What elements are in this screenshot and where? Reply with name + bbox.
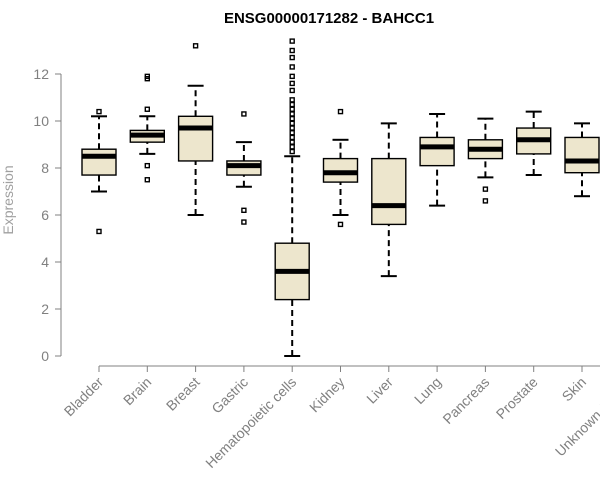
x-tick-label: Hematopoietic cells [202, 374, 299, 471]
iqr-box [371, 157, 407, 226]
outlier-point [289, 64, 295, 70]
x-tick-label: Brain [120, 374, 154, 408]
box-group [564, 122, 600, 198]
outlier-point [289, 80, 295, 87]
outlier-point [289, 87, 295, 94]
y-tick-label: 12 [33, 66, 49, 82]
outlier-point [144, 177, 151, 183]
x-tick-label: Prostate [493, 374, 541, 422]
box-group [322, 108, 359, 228]
x-tick-label: Breast [163, 374, 203, 414]
y-axis-label: Expression [0, 165, 16, 234]
outlier-point [289, 130, 295, 136]
outlier-point [289, 125, 295, 131]
outlier-point [289, 111, 295, 117]
y-tick-label: 0 [41, 348, 49, 364]
x-tick-label: Bladder [61, 374, 107, 420]
outlier-point [144, 162, 151, 169]
outlier-point [337, 221, 344, 228]
outlier-point [289, 38, 295, 44]
box-group [274, 38, 310, 357]
y-tick-label: 4 [41, 254, 49, 270]
outlier-point [289, 54, 295, 61]
x-tick-label: Lung [411, 374, 444, 407]
box-group [81, 108, 117, 235]
x-tick-label: Pancreas [439, 374, 492, 427]
y-tick-label: 10 [33, 113, 49, 129]
outlier-point [482, 186, 489, 192]
outlier-point [289, 106, 295, 112]
outlier-point [289, 148, 295, 155]
outlier-point [192, 43, 199, 49]
outlier-point [289, 47, 295, 54]
y-tick-label: 2 [41, 301, 49, 317]
iqr-box [564, 136, 600, 174]
iqr-box [419, 136, 455, 167]
x-tick-label: Liver [363, 374, 396, 407]
outlier-point [96, 228, 102, 235]
box-group [226, 111, 262, 225]
outlier-point [482, 198, 489, 204]
outlier-point [241, 207, 247, 214]
box-group [516, 110, 552, 177]
box-group [177, 43, 214, 216]
outlier-point [289, 120, 295, 127]
chart-title: ENSG00000171282 - BAHCC1 [224, 10, 434, 27]
box-group [419, 112, 455, 207]
outlier-point [241, 111, 247, 117]
iqr-box [177, 115, 214, 162]
outlier-point [241, 219, 247, 225]
box-group [467, 117, 504, 204]
outlier-point [289, 139, 295, 145]
y-tick-label: 6 [41, 207, 49, 223]
outlier-point [289, 134, 295, 141]
outlier-point [144, 73, 151, 80]
box-group [129, 73, 166, 183]
outlier-point [289, 115, 295, 122]
outlier-point [144, 106, 151, 112]
box-group [371, 122, 407, 278]
plot-area [81, 38, 600, 357]
y-axis: 0 2 4 6 8 10 12 [33, 66, 62, 364]
outlier-point [96, 108, 102, 115]
x-tick-label: Skin [559, 374, 590, 405]
y-tick-label: 8 [41, 160, 49, 176]
x-tick-label: Gastric [208, 374, 251, 417]
outlier-point [289, 73, 295, 80]
x-tick-label: Kidney [306, 374, 348, 416]
outlier-point [289, 97, 295, 103]
outlier-point [289, 144, 295, 150]
outlier-point [337, 108, 344, 115]
outlier-point [289, 101, 295, 108]
iqr-box [81, 148, 117, 176]
